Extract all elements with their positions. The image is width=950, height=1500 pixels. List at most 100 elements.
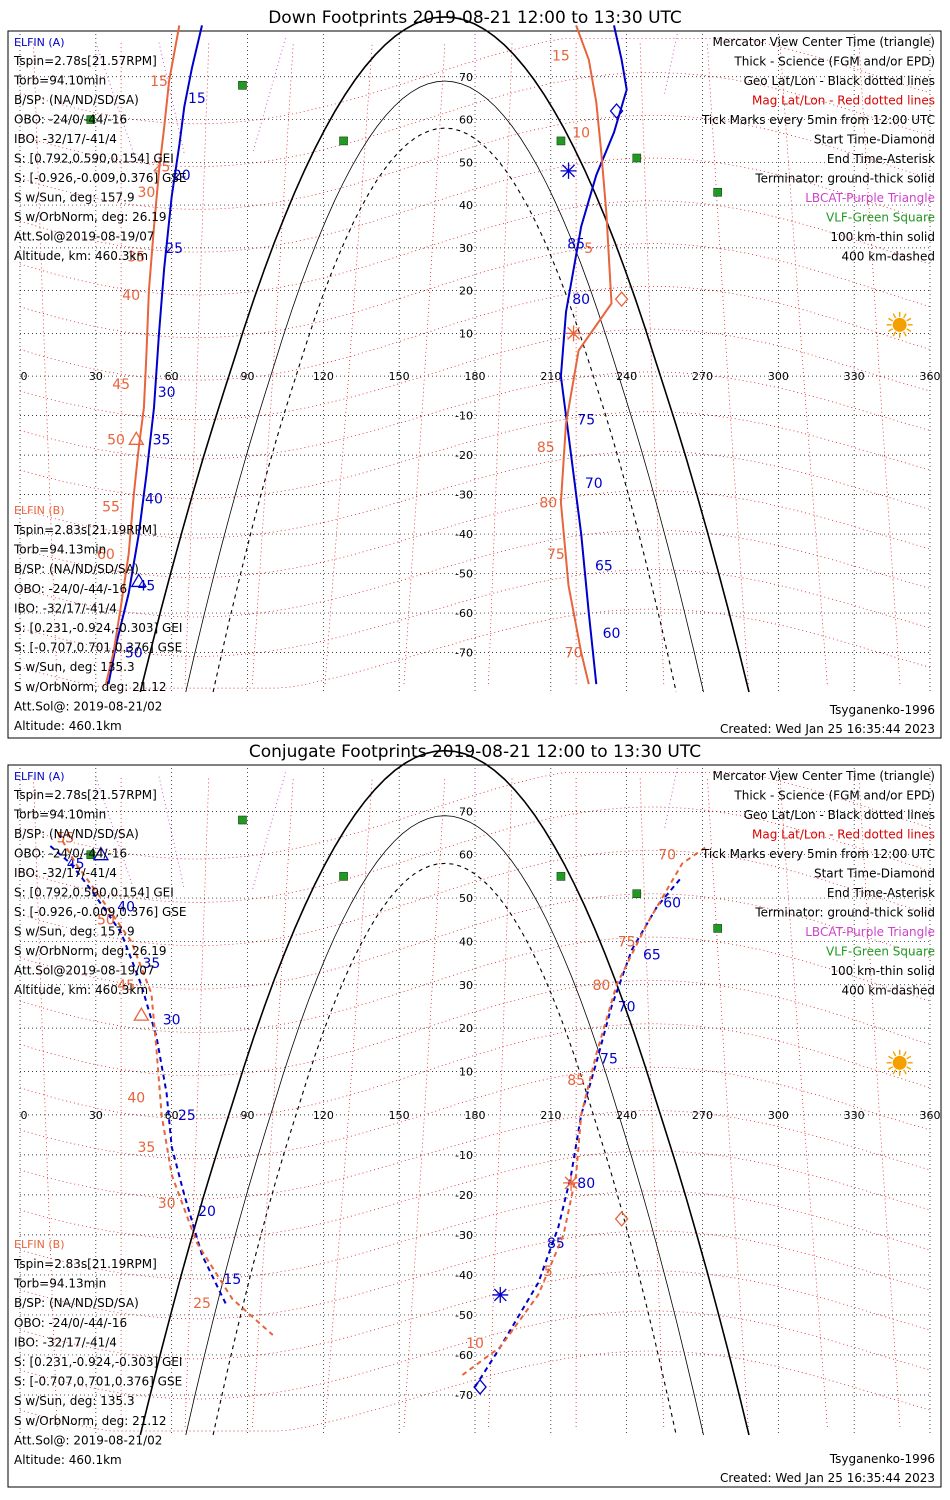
lbcat-line	[158, 776, 185, 890]
footprint-track	[104, 25, 181, 685]
track-tick-label: 25	[165, 241, 183, 257]
sun-icon	[886, 311, 913, 338]
elfin-a-line: Altitude, km: 460.3km	[14, 983, 148, 997]
mag-longitude-line	[324, 776, 373, 1428]
lbcat-line	[252, 38, 286, 154]
sun-ray	[892, 331, 897, 337]
footprint-track	[559, 25, 628, 685]
x-tick-label: 60	[165, 1109, 179, 1122]
elfin-a-title: ELFIN (A)	[14, 770, 64, 783]
lbcat-lines	[95, 33, 678, 154]
panel-2: Conjugate Footprints 2019-08-21 12:00 to…	[7, 742, 942, 1488]
track-tick-label: 10	[572, 125, 590, 141]
track-tick-label: 60	[97, 547, 115, 563]
mag-longitude-line	[779, 776, 828, 1428]
footprint-track	[107, 25, 203, 685]
footprint-track	[461, 845, 709, 1376]
view-center-triangle	[92, 846, 110, 861]
legend-elfin-a: ELFIN (A) Tspin=2.78s[21.57RPM] Torb=94.10…	[13, 770, 187, 997]
end-asterisk	[567, 326, 581, 340]
mag-latitude-line	[19, 1270, 931, 1360]
terminator-400km	[212, 862, 677, 1436]
track-tick-label: 75	[618, 934, 636, 950]
mag-longitude-line	[488, 776, 513, 1428]
elfin-a-line: IBO: -32/17/-41/4	[14, 866, 117, 880]
y-tick-label: -20	[455, 1189, 473, 1202]
elfin-b-line: Altitude: 460.1km	[14, 719, 122, 733]
lbcat-lines	[95, 767, 678, 890]
footprint-track	[49, 845, 229, 1308]
legend-right-line: Thick - Science (FGM and/or EPD)	[733, 789, 935, 803]
lbcat-line	[252, 772, 286, 890]
plot-frame	[7, 764, 942, 1488]
footprint-track	[559, 25, 613, 685]
elfin-b-line: S: [-0.707,0.701,0.376] GSE	[14, 1375, 182, 1389]
track-tick-label: 60	[663, 895, 681, 911]
track-tick-label: 20	[173, 168, 191, 184]
elfin-b-line: Att.Sol@: 2019-08-21/02	[14, 1433, 162, 1447]
x-tick-label: 330	[844, 370, 865, 383]
y-tick-label: 40	[459, 199, 473, 212]
plot-frame	[7, 30, 942, 739]
legend-right-line: LBCAT-Purple Triangle	[805, 191, 935, 205]
vlf-square	[632, 889, 642, 899]
legend-right-line: Start Time-Diamond	[814, 867, 935, 881]
track-tick-label: 40	[145, 492, 163, 508]
vlf-square	[556, 136, 566, 146]
legend-right-line: 400 km-dashed	[841, 984, 935, 998]
legend-right-line: End Time-Asterisk	[827, 152, 935, 166]
y-tick-label: 70	[459, 805, 473, 818]
mag-longitude-line	[639, 42, 665, 685]
track-tick-label: 45	[117, 978, 135, 994]
axis-ticks: 0 30 60 90 120 150 180 210 240 270 300 330 360 70 60 50…	[21, 805, 941, 1402]
legend-right: Mercator View Center Time (triangle) Thic…	[701, 769, 935, 998]
y-tick-label: 50	[459, 892, 473, 905]
mag-latitude-line	[19, 1230, 931, 1320]
vlf-square	[556, 872, 566, 881]
y-tick-label: -20	[455, 449, 473, 462]
track-tick-label: 80	[577, 1176, 595, 1192]
elfin-b-line: B/SP: (NA/ND/SD/SA)	[14, 562, 139, 576]
mag-longitude-line	[251, 42, 294, 685]
legend-right-line: Tick Marks every 5min from 12:00 UTC	[701, 113, 935, 127]
x-tick-label: 30	[89, 370, 103, 383]
mag-longitude-line	[706, 776, 749, 1428]
elfin-a-line: Att.Sol@2019-08-19/07	[14, 230, 155, 244]
y-tick-label: -50	[455, 568, 473, 581]
y-tick-label: -10	[455, 410, 473, 423]
track-tick-label: 30	[163, 1012, 181, 1028]
mag-latitude-line	[19, 1190, 931, 1280]
legend-right-line: Start Time-Diamond	[814, 133, 935, 147]
x-tick-label: 60	[165, 370, 179, 383]
track-tick-label: 35	[137, 1140, 155, 1156]
mag-longitude-line	[251, 776, 294, 1428]
mag-longitude-line	[706, 42, 749, 685]
legend-right-line: Mag Lat/Lon - Red dotted lines	[752, 828, 935, 842]
mag-latitude-line	[19, 1150, 931, 1240]
legend-right-line: VLF-Green Square	[826, 211, 935, 225]
end-asterisk	[562, 164, 575, 178]
y-tick-label: -10	[455, 1149, 473, 1162]
elfin-b-line: S w/OrbNorm, deg: 21.12	[14, 1414, 166, 1428]
y-tick-label: -40	[455, 528, 473, 541]
track-tick-label: 5	[544, 1264, 553, 1280]
terminator-100km	[185, 80, 704, 693]
elfin-a-line: OBO: -24/0/-44/-16	[14, 113, 127, 127]
legend-right-line: 400 km-dashed	[841, 250, 935, 264]
view-center-triangle	[130, 573, 147, 588]
x-tick-label: 180	[465, 1109, 486, 1122]
legend-elfin-b: ELFIN (B) Tspin=2.83s[21.19RPM] Torb=94.13…	[13, 1238, 182, 1467]
sun-ray	[888, 1066, 894, 1070]
vlf-square	[632, 153, 642, 163]
elfin-b-line: S: [0.231,-0.924,-0.303] GEI	[14, 1355, 182, 1369]
legend-right-line: Mercator View Center Time (triangle)	[713, 35, 935, 49]
mag-latitude-line	[19, 529, 931, 618]
track-tick-label: 40	[127, 1090, 145, 1106]
elfin-a-line: Altitude, km: 460.3km	[14, 249, 148, 263]
track-tick-label: 70	[658, 848, 676, 864]
elfin-a-line: B/SP: (NA/ND/SD/SA)	[14, 93, 139, 107]
y-tick-label: 60	[459, 849, 473, 862]
legend-right-line: Mercator View Center Time (triangle)	[713, 769, 935, 783]
legend-right-line: 100 km-thin solid	[830, 964, 935, 978]
sun-ray	[903, 1069, 907, 1075]
